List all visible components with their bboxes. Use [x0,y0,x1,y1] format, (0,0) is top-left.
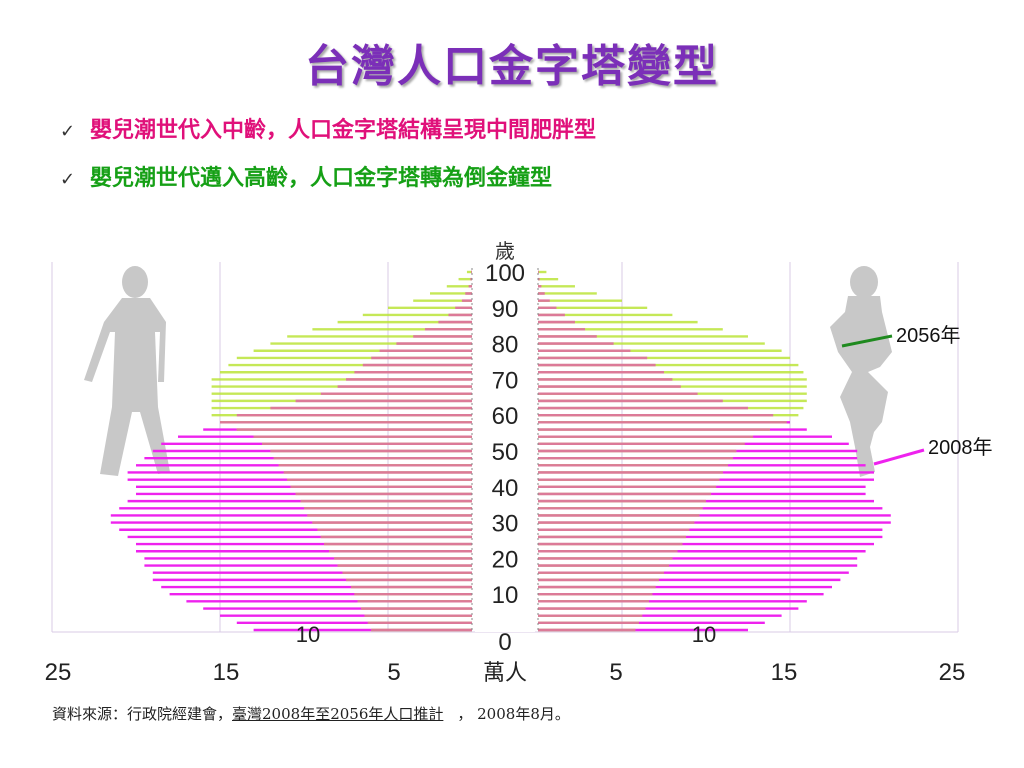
age-tick-70: 70 [492,367,519,394]
callout-line-2056 [841,334,893,348]
age-tick-20: 20 [492,546,519,573]
age-tick-labels: 10 20 30 40 50 60 70 80 90 100 0 [485,260,525,656]
age-tick-60: 60 [492,403,519,430]
overlap-region [220,270,787,632]
age-tick-50: 50 [492,439,519,466]
source-suffix: ， 2008年8月。 [457,705,570,723]
bullet-text-1: 嬰兒潮世代入中齡，人口金字塔結構呈現中間肥胖型 [90,118,597,143]
x-tick-right-25: 25 [939,659,966,686]
age-tick-80: 80 [492,332,519,359]
age-tick-90: 90 [492,296,519,323]
source-link[interactable]: 臺灣2008年至2056年人口推計 [232,705,444,723]
age-tick-0: 0 [498,629,511,656]
x-tick-labels: 25 15 5 5 15 25 [45,659,966,686]
inner-label-left: 10 [296,622,320,647]
bullet-item-2: ✓ 嬰兒潮世代邁入高齡，人口金字塔轉為倒金鐘型 [60,160,552,192]
age-axis-band [475,272,535,632]
series-2008-bars [211,270,807,632]
bullet-text-2: 嬰兒潮世代邁入高齡，人口金字塔轉為倒金鐘型 [90,166,553,191]
slide-title: 台灣人口金字塔變型 [305,41,719,92]
x-tick-left-25: 25 [45,659,72,686]
source-prefix: 資料來源：行政院經建會， [52,705,233,723]
age-axis-label: 歲 [495,239,515,263]
female-silhouette [830,266,892,477]
callout-label-2056: 2056年 [896,324,961,347]
age-tick-100: 100 [485,260,525,287]
source-citation: 資料來源：行政院經建會，臺灣2008年至2056年人口推計 ， 2008年8月。 [52,703,570,724]
age-tick-40: 40 [492,475,519,502]
inner-label-right: 10 [692,622,716,647]
bullet-item-1: ✓ 嬰兒潮世代入中齡，人口金字塔結構呈現中間肥胖型 [60,112,596,144]
checkmark-icon: ✓ [60,121,76,142]
age-tick-10: 10 [492,582,519,609]
age-tick-30: 30 [492,511,519,538]
callout-line-2008 [873,448,925,466]
x-tick-left-5: 5 [387,659,400,686]
x-tick-left-15: 15 [213,659,240,686]
male-silhouette [84,266,170,476]
checkmark-icon: ✓ [60,169,76,190]
x-tick-right-15: 15 [771,659,798,686]
callout-label-2008: 2008年 [928,436,993,459]
x-tick-right-5: 5 [609,659,622,686]
x-axis-unit-label: 萬人 [483,661,527,686]
